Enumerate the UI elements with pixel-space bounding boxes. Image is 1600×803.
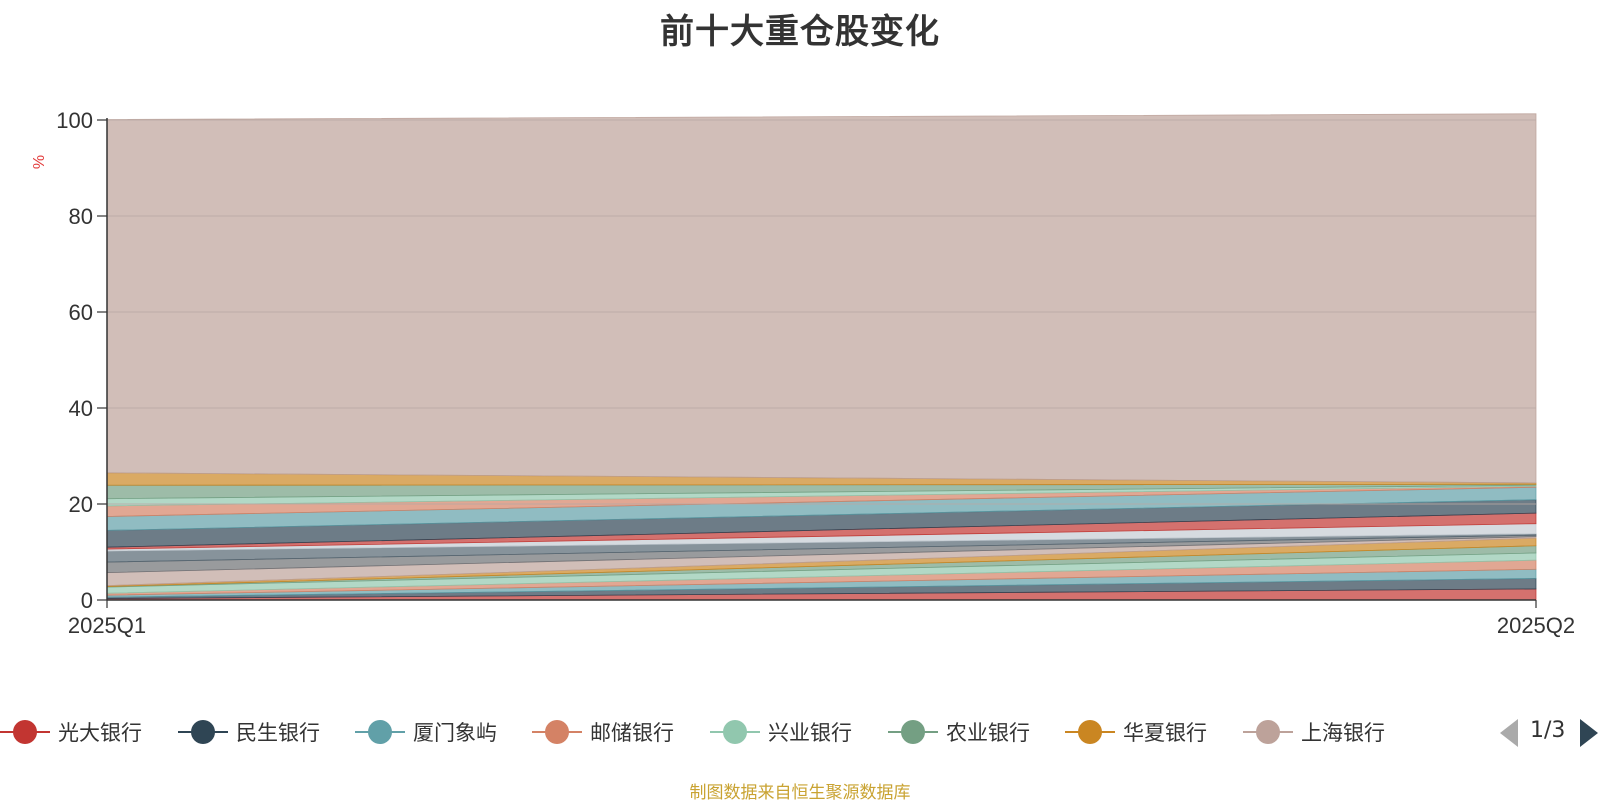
grid-lines bbox=[107, 119, 1536, 505]
chart-title: 前十大重仓股变化 bbox=[660, 12, 940, 52]
area-series-19[interactable] bbox=[106, 113, 1537, 484]
legend-marker-icon bbox=[178, 717, 228, 747]
legend-page-indicator: 1/3 bbox=[1530, 718, 1566, 743]
legend-prev-page-icon[interactable] bbox=[1500, 719, 1518, 747]
legend-label: 邮储银行 bbox=[590, 721, 674, 745]
legend-item[interactable]: 上海银行 bbox=[1243, 712, 1385, 752]
y-axis-label: % bbox=[31, 155, 48, 169]
x-tick-label: 2025Q2 bbox=[1497, 613, 1575, 638]
y-tick-label: 100 bbox=[56, 108, 93, 133]
legend-item[interactable]: 邮储银行 bbox=[532, 712, 674, 752]
area-series-group bbox=[106, 113, 1537, 601]
legend-marker-icon bbox=[1243, 717, 1293, 747]
legend-marker-icon bbox=[532, 717, 582, 747]
legend-label: 兴业银行 bbox=[768, 721, 852, 745]
y-tick-label: 80 bbox=[69, 204, 93, 229]
legend-label: 民生银行 bbox=[236, 721, 320, 745]
legend-item[interactable]: 厦门象屿 bbox=[355, 712, 497, 752]
x-tick-label: 2025Q1 bbox=[68, 613, 146, 638]
legend: 光大银行 民生银行 厦门象屿 邮储银行 兴业银行 农业银行 华夏银行 上海银行 bbox=[0, 712, 1490, 752]
legend-marker-icon bbox=[355, 717, 405, 747]
y-tick-label: 60 bbox=[69, 300, 93, 325]
legend-label: 光大银行 bbox=[58, 721, 142, 745]
y-tick-label: 40 bbox=[69, 396, 93, 421]
legend-next-page-icon[interactable] bbox=[1580, 719, 1598, 747]
legend-label: 厦门象屿 bbox=[413, 721, 497, 745]
legend-label: 华夏银行 bbox=[1123, 721, 1207, 745]
legend-item[interactable]: 民生银行 bbox=[178, 712, 320, 752]
legend-label: 农业银行 bbox=[946, 721, 1030, 745]
legend-marker-icon bbox=[0, 717, 50, 747]
legend-label: 上海银行 bbox=[1301, 721, 1385, 745]
legend-pager: 1/3 bbox=[1500, 714, 1600, 750]
source-note: 制图数据来自恒生聚源数据库 bbox=[689, 783, 911, 803]
legend-item[interactable]: 光大银行 bbox=[0, 712, 142, 752]
y-tick-label: 20 bbox=[69, 492, 93, 517]
y-tick-label: 0 bbox=[81, 588, 93, 613]
axes: 0 20 40 60 80 100 2025Q1 2025Q2 bbox=[56, 108, 1575, 638]
legend-item[interactable]: 华夏银行 bbox=[1065, 712, 1207, 752]
chart-area: 0 20 40 60 80 100 2025Q1 2025Q2 % bbox=[31, 108, 1575, 638]
legend-marker-icon bbox=[888, 717, 938, 747]
legend-marker-icon bbox=[1065, 717, 1115, 747]
legend-marker-icon bbox=[710, 717, 760, 747]
legend-item[interactable]: 农业银行 bbox=[888, 712, 1030, 752]
legend-item[interactable]: 兴业银行 bbox=[710, 712, 852, 752]
